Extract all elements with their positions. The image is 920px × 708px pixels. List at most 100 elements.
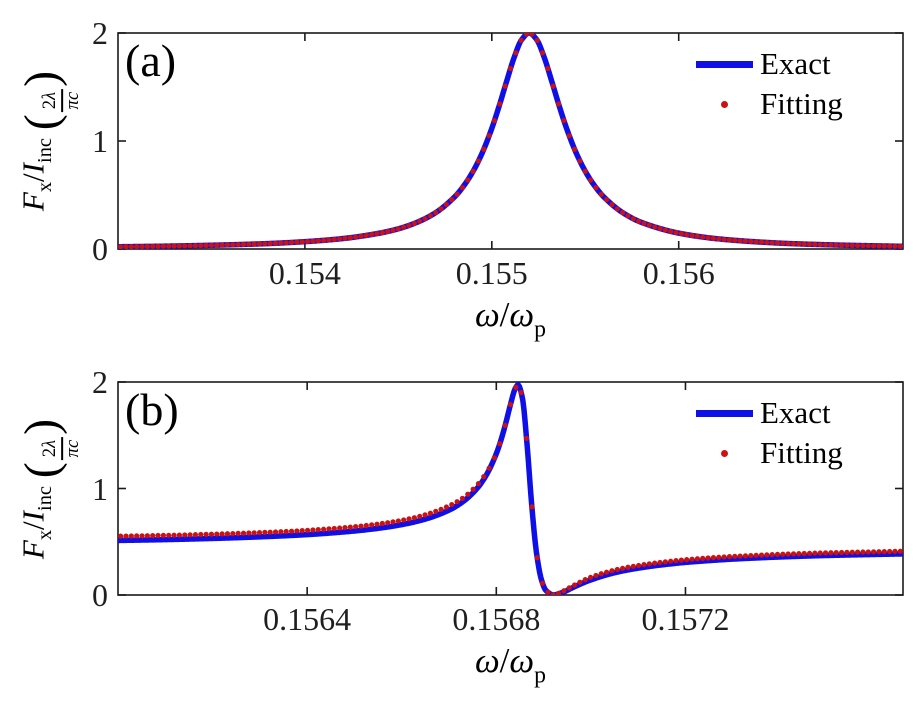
fitting-dot xyxy=(652,224,658,230)
y-tick-label: 1 xyxy=(92,470,108,507)
fitting-dot xyxy=(187,243,193,249)
fitting-dot xyxy=(828,242,834,248)
fitting-dot xyxy=(705,555,711,561)
fitting-dot xyxy=(166,532,172,538)
fitting-dot xyxy=(310,527,316,533)
fitting-dot xyxy=(769,552,775,558)
fitting-dot xyxy=(294,528,300,534)
fitting-dot xyxy=(417,513,423,519)
fitting-dot xyxy=(881,243,887,249)
fitting-dot xyxy=(828,550,834,556)
fitting-dot xyxy=(844,242,850,248)
fitting-dot xyxy=(144,243,150,249)
fitting-dot xyxy=(764,552,770,558)
fitting-dot xyxy=(673,558,679,564)
ylabel-F: F xyxy=(15,192,51,212)
ylabel-slash: / xyxy=(15,520,51,530)
fitting-dot xyxy=(454,499,460,505)
fitting-dot xyxy=(481,474,487,480)
fitting-dot xyxy=(732,237,738,243)
fitting-dot xyxy=(171,243,177,249)
fitting-dot xyxy=(523,33,530,37)
fitting-dot xyxy=(705,235,711,241)
fitting-dot xyxy=(726,554,733,560)
fitting-dot xyxy=(449,197,455,203)
fitting-dot xyxy=(438,506,444,512)
fitting-dot xyxy=(860,243,866,249)
fitting-dot xyxy=(256,241,263,247)
fitting-dot xyxy=(737,238,743,244)
fitting-dot xyxy=(742,238,749,244)
fitting-dot xyxy=(342,235,348,241)
fitting-dot xyxy=(230,242,236,248)
fitting-dot xyxy=(662,227,668,233)
fitting-dot xyxy=(588,177,594,183)
fitting-dot xyxy=(887,548,893,555)
fitting-dot xyxy=(417,218,423,224)
fitting-dot xyxy=(785,551,791,557)
fitting-dot xyxy=(214,242,220,248)
x-axis-label-a: ω/ωp xyxy=(391,295,631,344)
xlabel-omega2: ω xyxy=(509,641,535,680)
fitting-dot xyxy=(555,101,562,107)
legend-key xyxy=(696,60,753,68)
fitting-dot xyxy=(774,240,781,246)
fitting-dot xyxy=(235,241,241,248)
fitting-dot xyxy=(801,550,807,557)
fitting-dot xyxy=(668,558,674,564)
fitting-dot xyxy=(620,210,626,216)
fitting-dot xyxy=(491,117,498,124)
fitting-dot xyxy=(406,516,412,522)
fitting-dot xyxy=(139,243,145,249)
fitting-dot xyxy=(838,242,845,248)
fitting-dot xyxy=(833,550,839,556)
legend-key xyxy=(696,409,753,417)
fitting-dot xyxy=(160,532,166,539)
fitting-dot xyxy=(198,242,204,249)
fitting-dot xyxy=(555,590,562,595)
fitting-dot xyxy=(790,241,797,247)
fitting-dot xyxy=(849,242,855,248)
fitting-dot xyxy=(678,231,684,237)
fitting-dot xyxy=(620,565,626,571)
fitting-dot xyxy=(577,158,583,164)
fitting-dot xyxy=(502,422,508,428)
fitting-dot xyxy=(892,548,898,554)
fitting-dot xyxy=(369,231,375,238)
legend-key xyxy=(696,449,753,457)
fitting-dot xyxy=(710,235,717,241)
fitting-dot xyxy=(513,384,519,390)
fitting-dot xyxy=(192,532,199,538)
fitting-dot xyxy=(721,236,727,243)
fitting-dot xyxy=(427,510,433,516)
xlabel-sub-p: p xyxy=(534,662,547,689)
fitting-dot xyxy=(390,227,396,233)
fitting-dot xyxy=(529,504,535,510)
fitting-dot xyxy=(139,533,145,539)
fitting-dot xyxy=(604,569,610,575)
fitting-dot xyxy=(203,242,209,248)
fitting-dot xyxy=(214,531,220,537)
fitting-dot xyxy=(518,389,524,396)
fitting-dot xyxy=(630,216,636,222)
fitting-dot xyxy=(134,533,140,539)
fitting-dot xyxy=(182,243,188,249)
fitting-dot xyxy=(470,486,476,492)
fitting-dot xyxy=(817,550,823,556)
fitting-dot xyxy=(636,562,642,569)
fitting-dot-swatch xyxy=(721,100,728,108)
frac-den: πc xyxy=(62,439,84,457)
fitting-dot xyxy=(609,201,615,208)
fitting-dot xyxy=(566,133,572,139)
fitting-dot xyxy=(315,527,321,533)
ylabel-slash: / xyxy=(15,173,51,182)
fitting-dot xyxy=(401,517,407,523)
fitting-dot xyxy=(497,441,503,447)
fitting-dot xyxy=(561,117,567,124)
fitting-dot xyxy=(855,242,861,249)
fitting-dot xyxy=(267,529,273,535)
panel-label-a: (a) xyxy=(125,35,177,86)
fitting-dot xyxy=(390,519,396,525)
fitting-dot xyxy=(614,566,620,573)
fitting-dot xyxy=(299,239,305,245)
